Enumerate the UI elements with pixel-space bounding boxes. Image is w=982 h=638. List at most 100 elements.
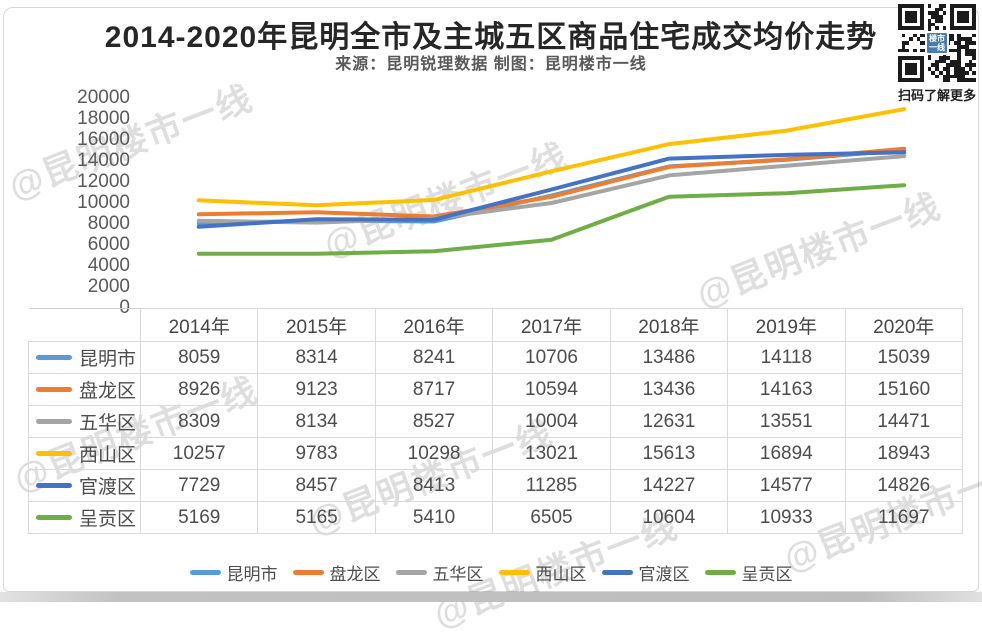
table-value-cell: 10604 [609, 501, 729, 534]
line-chart-plot [196, 107, 907, 256]
legend-line-swatch-icon [395, 570, 427, 575]
series-row-header: 官渡区 [28, 469, 141, 502]
table-value-cell: 8241 [374, 341, 494, 374]
qr-logo: 楼市 一线 [925, 31, 949, 55]
series-line-5 [196, 183, 907, 256]
table-corner-cell [28, 308, 141, 342]
table-value-cell: 10257 [139, 437, 259, 470]
table-value-cell: 14826 [844, 469, 964, 502]
table-value-cell: 11285 [492, 469, 611, 502]
legend-line-swatch-icon [292, 570, 324, 575]
table-value-cell: 8527 [374, 405, 494, 438]
legend-item: 五华区 [395, 560, 484, 585]
y-axis-tick-label: 0 [119, 297, 130, 318]
series-row-header: 呈贡区 [28, 501, 141, 534]
table-year-header: 2017年 [492, 308, 611, 342]
legend-item: 官渡区 [601, 560, 690, 585]
table-value-cell: 10594 [492, 373, 611, 406]
series-line-4 [196, 150, 907, 229]
qr-caption: 扫码了解更多 [897, 88, 976, 103]
table-value-cell: 10933 [727, 501, 846, 534]
qr-logo-text-bottom: 一线 [929, 43, 945, 52]
table-value-cell: 14577 [727, 469, 846, 502]
table-value-cell: 13486 [609, 341, 729, 374]
legend-label: 西山区 [535, 565, 587, 584]
series-row-header: 昆明市 [28, 341, 141, 374]
table-value-cell: 5165 [257, 501, 376, 534]
table-year-header: 2019年 [727, 308, 846, 342]
series-row-header: 五华区 [28, 405, 141, 438]
y-axis-tick-label: 12000 [77, 171, 130, 192]
table-value-cell: 10004 [492, 405, 611, 438]
legend-label: 盘龙区 [329, 565, 381, 584]
table-value-cell: 14471 [844, 405, 964, 438]
table-value-cell: 15039 [844, 341, 964, 374]
table-value-cell: 7729 [139, 469, 259, 502]
table-value-cell: 8413 [374, 469, 494, 502]
table-value-cell: 13551 [727, 405, 846, 438]
table-value-cell: 15613 [609, 437, 729, 470]
table-year-header: 2015年 [257, 308, 376, 342]
legend-label: 官渡区 [638, 565, 690, 584]
table-row: 呈贡区 5169 5165 5410 6505 10604 10933 11697 [28, 501, 964, 534]
y-axis-tick-label: 4000 [87, 255, 130, 276]
data-table: 2014年 2015年 2016年 2017年 2018年 2019年 2020年 昆明市 80… [28, 308, 964, 534]
table-value-cell: 15160 [844, 373, 964, 406]
series-name-label: 官渡区 [78, 477, 136, 498]
table-value-cell: 8314 [257, 341, 376, 374]
series-name-label: 盘龙区 [78, 381, 136, 402]
legend-line-swatch-icon [189, 570, 221, 575]
series-line-swatch-icon [35, 419, 72, 424]
table-value-cell: 14227 [609, 469, 729, 502]
table-value-cell: 8926 [139, 373, 259, 406]
legend-line-swatch-icon [601, 570, 633, 575]
table-value-cell: 18943 [844, 437, 964, 470]
chart-title: 2014-2020年昆明全市及主城五区商品住宅成交均价走势 [104, 21, 878, 54]
legend-label: 昆明市 [226, 565, 278, 584]
qr-block: 楼市 一线 扫码了解更多 [897, 4, 977, 104]
table-value-cell: 8717 [374, 373, 494, 406]
page: @昆明楼市一线@昆明楼市一线@昆明楼市一线@昆明楼市一线@昆明楼市一线@昆明楼市… [0, 4, 982, 635]
chart-subtitle: 来源：昆明锐理数据 制图：昆明楼市一线 [335, 56, 647, 73]
table-value-cell: 14118 [727, 341, 846, 374]
legend-label: 呈贡区 [741, 565, 793, 584]
y-axis-tick-label: 20000 [77, 87, 130, 108]
series-line-swatch-icon [35, 483, 72, 488]
table-value-cell: 8457 [257, 469, 376, 502]
y-axis-tick-label: 14000 [77, 150, 130, 171]
bottom-bar [0, 592, 982, 602]
table-value-cell: 9783 [257, 437, 376, 470]
series-line-1 [196, 146, 907, 219]
table-value-cell: 9123 [257, 373, 376, 406]
series-row-header: 西山区 [28, 437, 141, 470]
qr-logo-text-top: 楼市 [929, 34, 945, 43]
table-value-cell: 8059 [139, 341, 259, 374]
legend-item: 呈贡区 [704, 560, 793, 585]
table-year-header: 2020年 [844, 308, 964, 342]
table-year-header: 2018年 [609, 308, 729, 342]
table-value-cell: 10298 [374, 437, 494, 470]
table-value-cell: 11697 [844, 501, 964, 534]
table-row: 官渡区 7729 8457 8413 11285 14227 14577 14826 [28, 469, 964, 502]
y-axis-tick-label: 8000 [87, 213, 130, 234]
legend-line-swatch-icon [498, 570, 530, 575]
series-row-header: 盘龙区 [28, 373, 141, 406]
series-line-2 [196, 154, 907, 225]
table-value-cell: 6505 [492, 501, 611, 534]
y-axis-tick-label: 2000 [87, 276, 130, 297]
table-value-cell: 5169 [139, 501, 259, 534]
legend-line-swatch-icon [704, 570, 736, 575]
series-name-label: 西山区 [78, 445, 136, 466]
series-name-label: 呈贡区 [78, 509, 136, 530]
table-value-cell: 13436 [609, 373, 729, 406]
series-line-swatch-icon [35, 451, 72, 456]
table-row: 昆明市 8059 8314 8241 10706 13486 14118 15039 [28, 341, 964, 374]
y-axis-tick-label: 6000 [87, 234, 130, 255]
table-value-cell: 10706 [492, 341, 611, 374]
table-value-cell: 14163 [727, 373, 846, 406]
series-line-swatch-icon [35, 355, 72, 360]
legend-label: 五华区 [432, 565, 484, 584]
legend-item: 昆明市 [189, 560, 278, 585]
table-row: 西山区 10257 9783 10298 13021 15613 16894 18943 [28, 437, 964, 470]
table-value-cell: 16894 [727, 437, 846, 470]
